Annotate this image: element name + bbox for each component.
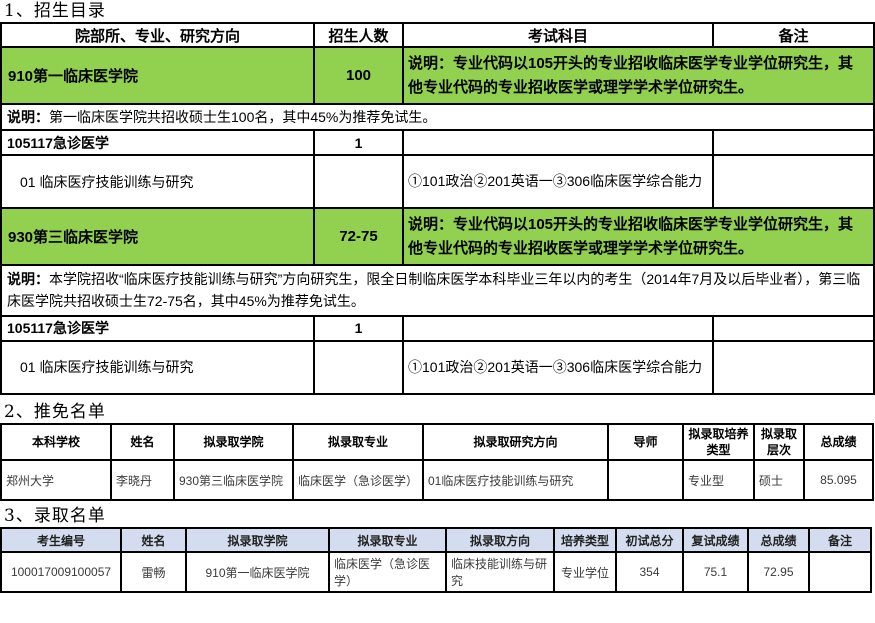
empty-cell (712, 129, 875, 156)
note-row-930: 说明：本学院招收“临床医疗技能训练与研究”方向研究生，限全日制临床医学本科毕业三… (0, 264, 875, 317)
college-quota: 100 (313, 46, 404, 105)
col-header-total-score: 总成绩 (747, 527, 810, 554)
col-header-exam-subjects: 考试科目 (402, 22, 714, 48)
col-header-remarks: 备注 (808, 527, 872, 554)
section-heading-tuimian: 2、推免名单 (4, 401, 106, 422)
college-green-note: 说明：专业代码以105开头的专业招收临床医学专业学位研究生，其他专业代码的专业招… (402, 46, 875, 105)
section-heading-catalog: 1、招生目录 (4, 1, 106, 21)
luqu-header-row: 考生编号 姓名 拟录取学院 拟录取专业 拟录取方向 培养类型 初试总分 复试成绩… (0, 527, 872, 554)
col-header-department: 院部所、专业、研究方向 (0, 22, 315, 48)
empty-cell (313, 154, 404, 209)
admit-college-cell: 910第一临床医学院 (185, 551, 330, 594)
col-header-level: 拟录取层次 (753, 422, 805, 462)
note-label: 说明： (7, 109, 49, 125)
major-name: 105117急诊医学 (0, 129, 315, 156)
remarks-cell (808, 551, 872, 594)
col-header-training-type: 拟录取培养类型 (682, 422, 755, 462)
col-header-admit-direction: 拟录取研究方向 (422, 422, 609, 462)
luqu-table: 考生编号 姓名 拟录取学院 拟录取专业 拟录取方向 培养类型 初试总分 复试成绩… (0, 527, 872, 594)
note-label: 说明： (7, 271, 49, 287)
name-cell: 李晓丹 (110, 459, 175, 502)
empty-cell (402, 314, 714, 342)
col-header-remarks: 备注 (712, 22, 875, 48)
col-header-supervisor: 导师 (607, 422, 684, 462)
direction-row-930: 01 临床医疗技能训练与研究 ①101政治②201英语一③306临床医学综合能力 (0, 339, 875, 395)
note-text: 第一临床医学院共招收硕士生100名，其中45%为推荐免试生。 (49, 109, 437, 125)
supervisor-cell (607, 459, 684, 502)
col-header-quota: 招生人数 (313, 22, 404, 48)
initial-score-cell: 354 (615, 551, 684, 594)
college-green-note: 说明：专业代码以105开头的专业招收临床医学专业学位研究生，其他专业代码的专业招… (402, 207, 875, 266)
major-name: 105117急诊医学 (0, 314, 315, 342)
col-header-name: 姓名 (120, 527, 187, 554)
admit-direction-cell: 01临床医疗技能训练与研究 (422, 459, 609, 502)
college-note: 说明：第一临床医学院共招收硕士生100名，其中45%为推荐免试生。 (0, 103, 875, 131)
training-type-cell: 专业型 (682, 459, 755, 502)
total-score-cell: 85.095 (803, 459, 874, 502)
name-cell: 雷畅 (120, 551, 187, 594)
direction-row-910: 01 临床医疗技能训练与研究 ①101政治②201英语一③306临床医学综合能力 (0, 154, 875, 209)
college-name: 910第一临床医学院 (0, 46, 315, 105)
empty-cell (712, 314, 875, 342)
retest-score-cell: 75.1 (682, 551, 749, 594)
major-row-910: 105117急诊医学 1 (0, 129, 875, 156)
college-row-910: 910第一临床医学院 100 说明：专业代码以105开头的专业招收临床医学专业学… (0, 46, 875, 105)
tuimian-header-row: 本科学校 姓名 拟录取学院 拟录取专业 拟录取研究方向 导师 拟录取培养类型 拟… (0, 422, 874, 462)
col-header-admit-college: 拟录取学院 (173, 422, 294, 462)
tuimian-data-row: 郑州大学 李晓丹 930第三临床医学院 临床医学（急诊医学） 01临床医疗技能训… (0, 459, 874, 502)
exam-subjects: ①101政治②201英语一③306临床医学综合能力 (402, 154, 714, 209)
catalog-header-row: 院部所、专业、研究方向 招生人数 考试科目 备注 (0, 22, 875, 48)
col-header-name: 姓名 (110, 422, 175, 462)
col-header-initial-score: 初试总分 (615, 527, 684, 554)
tuimian-table: 本科学校 姓名 拟录取学院 拟录取专业 拟录取研究方向 导师 拟录取培养类型 拟… (0, 422, 874, 502)
empty-cell (712, 154, 875, 209)
college-quota: 72-75 (313, 207, 404, 266)
admit-major-cell: 临床医学（急诊医学） (328, 551, 447, 594)
col-header-admit-college: 拟录取学院 (185, 527, 330, 554)
col-header-training-type: 培养类型 (553, 527, 617, 554)
total-score-cell: 72.95 (747, 551, 810, 594)
col-header-retest-score: 复试成绩 (682, 527, 749, 554)
col-header-admit-major: 拟录取专业 (328, 527, 447, 554)
col-header-admit-direction: 拟录取方向 (445, 527, 555, 554)
admit-direction-cell: 临床技能训练与研究 (445, 551, 555, 594)
admit-college-cell: 930第三临床医学院 (173, 459, 294, 502)
col-header-total-score: 总成绩 (803, 422, 874, 462)
col-header-candidate-id: 考生编号 (0, 527, 122, 554)
undergrad-school-cell: 郑州大学 (0, 459, 112, 502)
note-text: 本学院招收“临床医疗技能训练与研究”方向研究生，限全日制临床医学本科毕业三年以内… (7, 271, 861, 310)
research-direction: 01 临床医疗技能训练与研究 (0, 154, 315, 209)
college-name: 930第三临床医学院 (0, 207, 315, 266)
college-row-930: 930第三临床医学院 72-75 说明：专业代码以105开头的专业招收临床医学专… (0, 207, 875, 266)
empty-cell (712, 339, 875, 395)
admit-major-cell: 临床医学（急诊医学） (292, 459, 424, 502)
major-quota: 1 (313, 129, 404, 156)
major-quota: 1 (313, 314, 404, 342)
exam-subjects: ①101政治②201英语一③306临床医学综合能力 (402, 339, 714, 395)
col-header-admit-major: 拟录取专业 (292, 422, 424, 462)
luqu-data-row: 100017009100057 雷畅 910第一临床医学院 临床医学（急诊医学）… (0, 551, 872, 594)
col-header-undergrad-school: 本科学校 (0, 422, 112, 462)
research-direction: 01 临床医疗技能训练与研究 (0, 339, 315, 395)
note-row-910: 说明：第一临床医学院共招收硕士生100名，其中45%为推荐免试生。 (0, 103, 875, 131)
empty-cell (313, 339, 404, 395)
training-type-cell: 专业学位 (553, 551, 617, 594)
section-heading-luqu: 3、录取名单 (4, 506, 106, 527)
college-note: 说明：本学院招收“临床医疗技能训练与研究”方向研究生，限全日制临床医学本科毕业三… (0, 264, 875, 317)
candidate-id-cell: 100017009100057 (0, 551, 122, 594)
catalog-table: 院部所、专业、研究方向 招生人数 考试科目 备注 910第一临床医学院 100 … (0, 22, 875, 395)
major-row-930: 105117急诊医学 1 (0, 314, 875, 342)
level-cell: 硕士 (753, 459, 805, 502)
empty-cell (402, 129, 714, 156)
